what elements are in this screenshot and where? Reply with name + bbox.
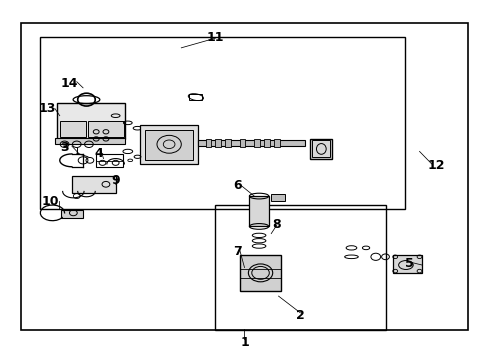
Bar <box>392 255 421 273</box>
Bar <box>215 139 221 148</box>
Text: 7: 7 <box>232 245 241 258</box>
Bar <box>239 139 245 148</box>
Bar <box>21 23 467 330</box>
Bar <box>224 139 230 148</box>
Text: 5: 5 <box>405 257 413 270</box>
Bar <box>140 125 198 164</box>
Bar <box>239 255 281 291</box>
Bar <box>88 121 124 137</box>
Text: 14: 14 <box>61 77 78 90</box>
Text: 9: 9 <box>111 174 120 186</box>
Text: 3: 3 <box>60 141 69 154</box>
Text: 6: 6 <box>232 179 241 192</box>
Bar <box>61 210 82 217</box>
Bar <box>55 138 125 144</box>
Bar <box>144 130 193 160</box>
Bar <box>254 139 260 148</box>
Bar <box>96 154 122 167</box>
Bar <box>309 139 331 158</box>
Text: 1: 1 <box>240 336 248 349</box>
Text: 2: 2 <box>295 309 304 322</box>
Text: 12: 12 <box>427 159 445 172</box>
Text: 13: 13 <box>39 102 56 115</box>
Bar <box>57 103 125 139</box>
Bar <box>311 140 329 157</box>
Bar <box>205 139 211 148</box>
Bar <box>264 139 269 148</box>
Bar <box>72 176 116 193</box>
Bar <box>249 196 268 226</box>
Text: 8: 8 <box>271 218 280 231</box>
Bar <box>60 121 86 137</box>
Text: 11: 11 <box>206 31 224 44</box>
Bar <box>198 140 305 146</box>
Bar <box>273 139 279 148</box>
Text: 4: 4 <box>94 147 103 160</box>
Text: 10: 10 <box>41 195 59 208</box>
Bar <box>215 205 385 330</box>
Bar <box>40 37 404 208</box>
Bar <box>188 94 202 100</box>
Bar <box>271 194 285 202</box>
